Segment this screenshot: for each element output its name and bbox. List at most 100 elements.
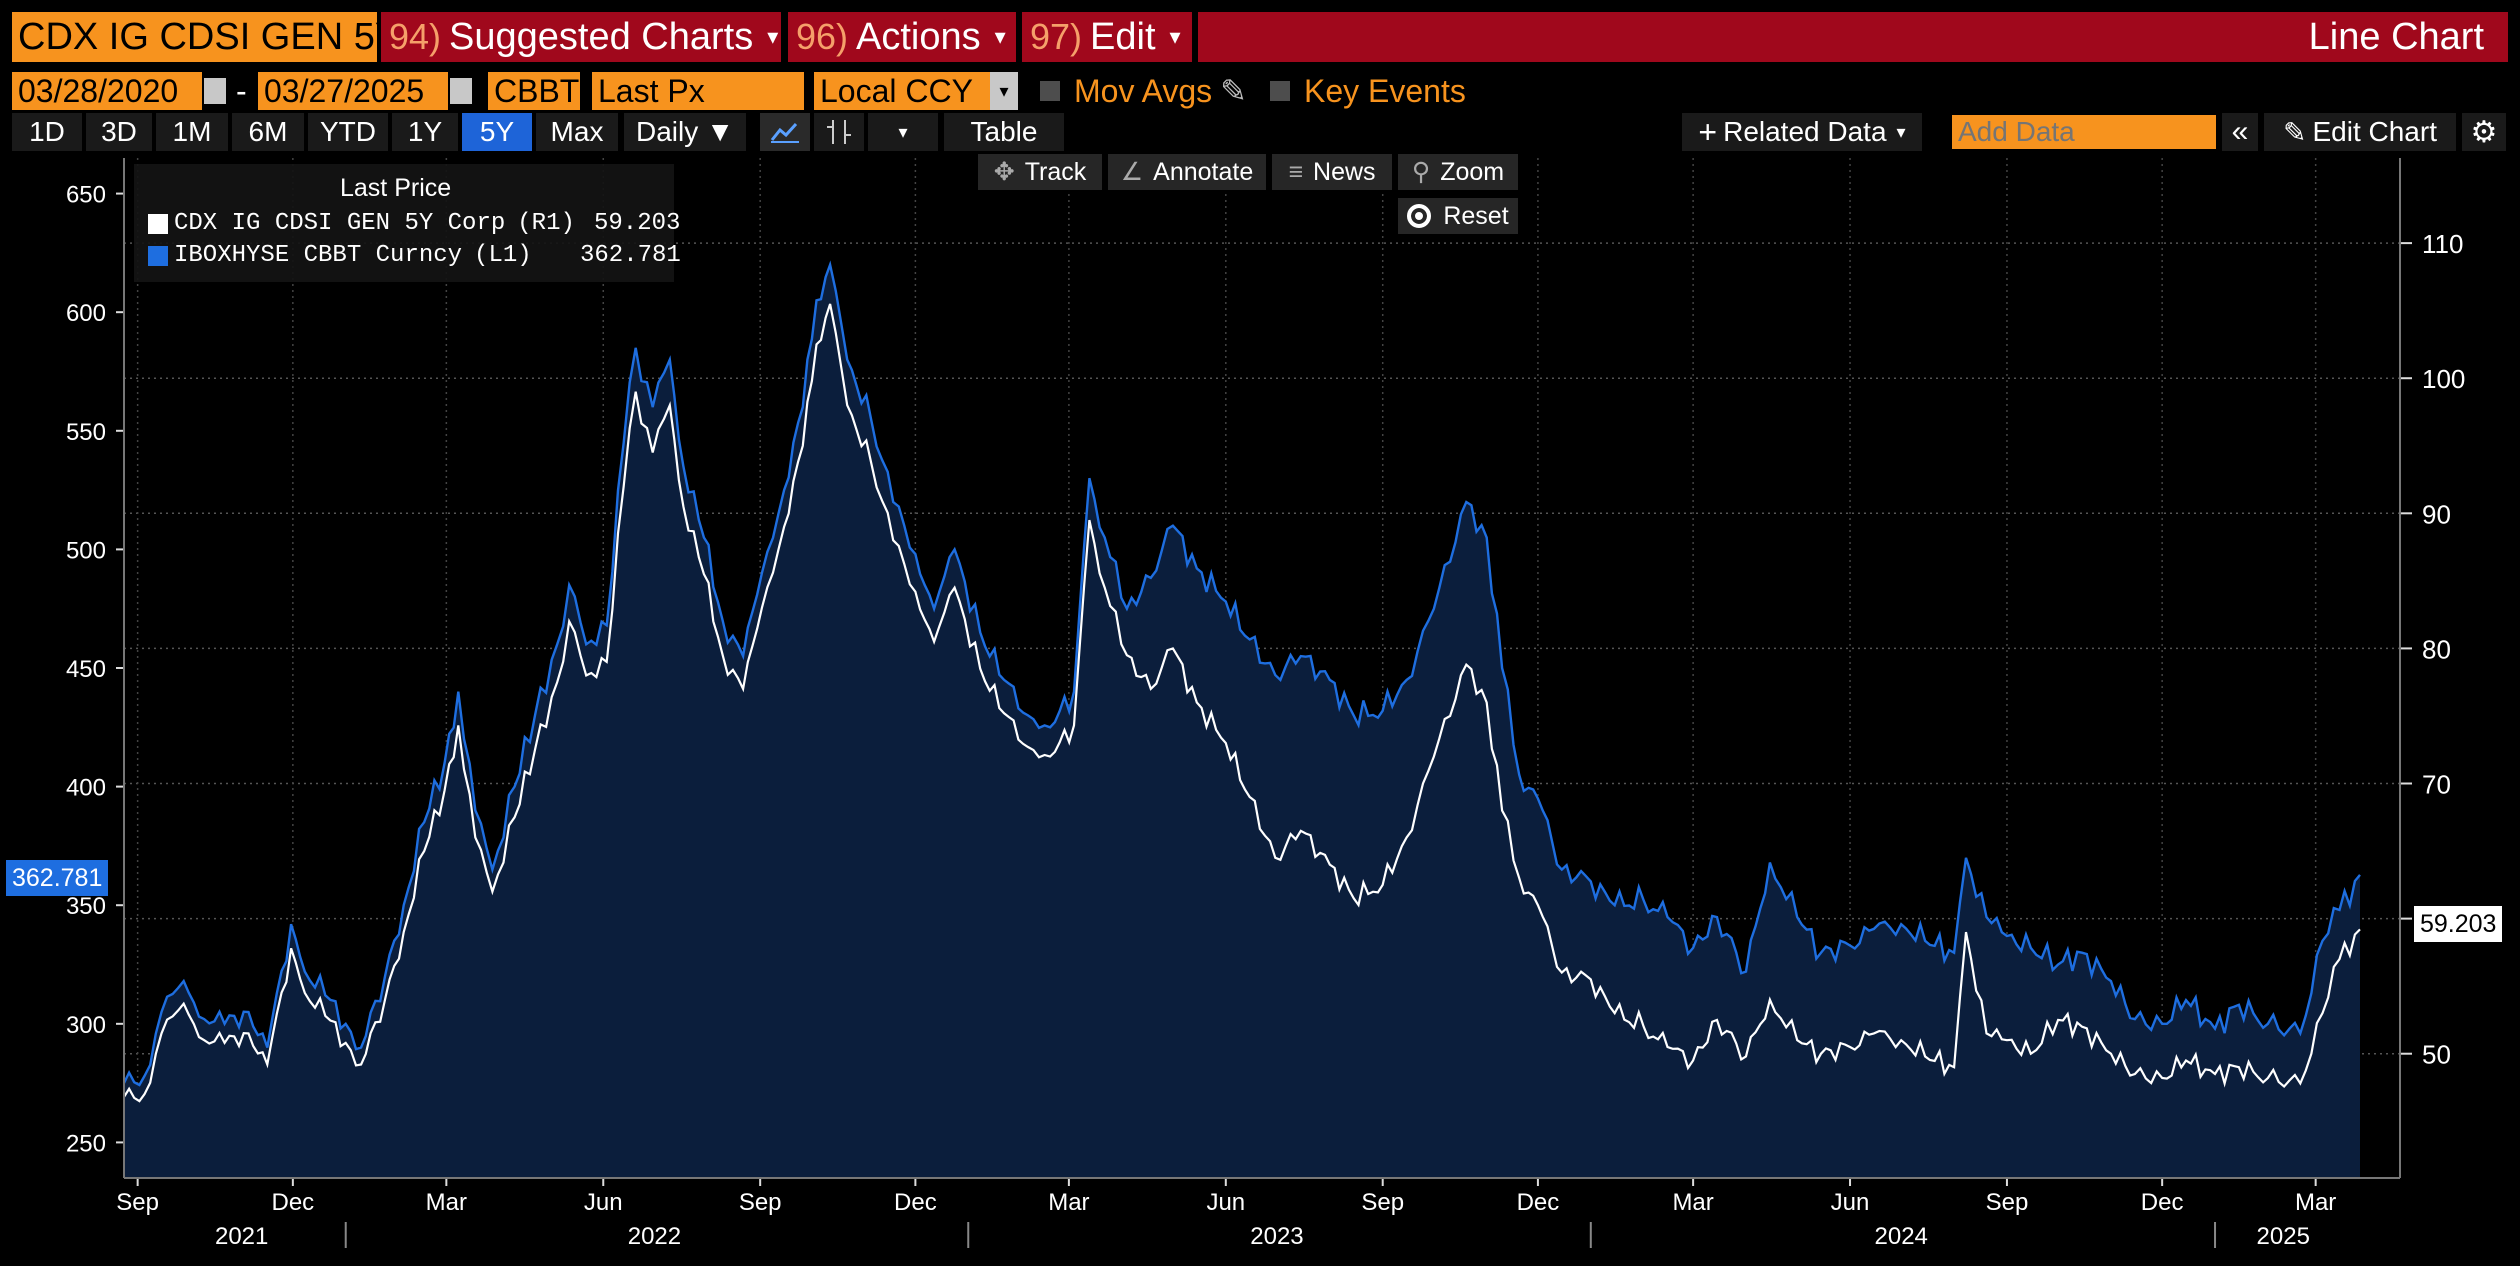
edit-button[interactable]: 97) Edit ▾ xyxy=(1022,12,1192,62)
right-tick-label: 110 xyxy=(2422,229,2463,259)
pencil-icon[interactable]: ✎ xyxy=(1220,73,1247,109)
date-separator: - xyxy=(236,72,247,109)
period-5y-button[interactable]: 5Y xyxy=(462,113,532,151)
right-tick-label: 80 xyxy=(2422,634,2451,664)
x-year-label: 2021 xyxy=(215,1223,268,1250)
x-year-label: 2024 xyxy=(1875,1223,1928,1250)
area-fill xyxy=(124,264,2360,1178)
frequency-label: Daily xyxy=(636,116,699,147)
frequency-select[interactable]: Daily ▼ xyxy=(624,113,746,151)
start-date-input[interactable]: 03/28/2020 xyxy=(12,72,202,110)
x-month-label: Mar xyxy=(426,1189,467,1216)
x-year-label: 2025 xyxy=(2257,1223,2310,1250)
left-tick-label: 400 xyxy=(66,775,106,802)
period-1d-button[interactable]: 1D xyxy=(12,113,82,151)
left-last-value-flag: 362.781 xyxy=(6,860,109,896)
calendar-icon[interactable] xyxy=(204,78,226,104)
annotate-button[interactable]: ∠ Annotate xyxy=(1108,154,1266,190)
chart-type-label: Line Chart xyxy=(1198,12,2508,62)
legend-name: CDX IG CDSI GEN 5Y Corp xyxy=(174,210,506,237)
actions-button[interactable]: 96) Actions ▾ xyxy=(788,12,1016,62)
calendar-icon[interactable] xyxy=(450,78,472,104)
field-input[interactable]: Last Px xyxy=(592,72,804,110)
legend-entry-cdx: CDX IG CDSI GEN 5Y Corp (R1) 59.203 xyxy=(148,210,680,237)
candlestick-icon[interactable] xyxy=(814,113,864,151)
right-tick-label: 50 xyxy=(2422,1040,2451,1070)
legend-value: 362.781 xyxy=(580,242,681,269)
crosshair-icon: ✥ xyxy=(993,158,1015,186)
left-tick-label: 600 xyxy=(66,300,106,327)
currency-select[interactable]: Local CCY xyxy=(814,72,1004,110)
period-3d-button[interactable]: 3D xyxy=(86,113,152,151)
reset-button[interactable]: Reset xyxy=(1398,198,1518,234)
x-month-label: Mar xyxy=(2295,1189,2336,1216)
period-1m-button[interactable]: 1M xyxy=(156,113,228,151)
annotate-label: Annotate xyxy=(1153,157,1254,186)
mov-avgs-toggle[interactable]: Mov Avgs ✎ xyxy=(1040,72,1247,110)
news-icon: ≡ xyxy=(1288,157,1304,186)
series-lines xyxy=(122,260,2361,1103)
news-button[interactable]: ≡ News xyxy=(1272,154,1392,190)
left-tick-label: 450 xyxy=(66,656,106,683)
x-month-label: Dec xyxy=(1517,1189,1560,1216)
left-tick-label: 350 xyxy=(66,893,106,920)
double-chevron-left-icon[interactable]: « xyxy=(2222,113,2258,151)
legend-swatch-blue xyxy=(148,245,168,266)
chart-legend: Last Price CDX IG CDSI GEN 5Y Corp (R1) … xyxy=(134,164,681,282)
related-data-button[interactable]: + Related Data ▾ xyxy=(1682,113,1922,151)
ticker-field[interactable]: CDX IG CDSI GEN 5Y xyxy=(12,12,377,62)
x-month-label: Jun xyxy=(584,1189,623,1216)
legend-title: Last Price xyxy=(340,174,452,202)
left-tick-label: 300 xyxy=(66,1012,106,1039)
x-month-label: Sep xyxy=(1986,1189,2029,1216)
gear-icon[interactable]: ⚙ xyxy=(2462,113,2506,151)
period-6m-button[interactable]: 6M xyxy=(232,113,304,151)
related-data-label: Related Data xyxy=(1723,116,1887,147)
legend-swatch-white xyxy=(148,213,168,234)
x-month-label: Mar xyxy=(1672,1189,1713,1216)
series-line-iboxhyse xyxy=(122,260,2361,1087)
x-month-label: Sep xyxy=(1361,1189,1404,1216)
annotate-icon: ∠ xyxy=(1120,158,1144,186)
chevron-down-icon: ▾ xyxy=(1896,121,1906,142)
checkbox-icon[interactable] xyxy=(1270,81,1290,101)
add-data-input[interactable] xyxy=(1952,115,2216,149)
right-tick-label: 70 xyxy=(2422,770,2451,800)
chevron-down-icon: ▾ xyxy=(767,24,779,49)
suggested-charts-number: 94) xyxy=(389,16,442,57)
period-max-button[interactable]: Max xyxy=(536,113,618,151)
reset-label: Reset xyxy=(1443,201,1509,230)
mov-avgs-label: Mov Avgs xyxy=(1074,72,1213,109)
legend-entry-iboxhyse: IBOXHYSE CBBT Curncy (L1) 362.781 xyxy=(148,242,681,269)
period-ytd-button[interactable]: YTD xyxy=(308,113,388,151)
chevron-down-icon[interactable]: ▾ xyxy=(868,113,938,151)
actions-label: Actions xyxy=(856,15,981,58)
x-month-label: Dec xyxy=(272,1189,315,1216)
area-under-series xyxy=(124,264,2360,1178)
line-chart-icon[interactable] xyxy=(760,113,810,151)
edit-chart-button[interactable]: ✎ Edit Chart xyxy=(2264,113,2456,151)
reset-icon xyxy=(1407,204,1432,228)
right-tick-label: 100 xyxy=(2422,364,2465,394)
zoom-icon: ⚲ xyxy=(1411,158,1431,186)
actions-number: 96) xyxy=(796,16,849,57)
right-last-value-flag: 59.203 xyxy=(2414,906,2503,942)
source-field[interactable]: CBBT xyxy=(488,72,580,110)
suggested-charts-button[interactable]: 94) Suggested Charts ▾ xyxy=(381,12,781,62)
chevron-down-icon: ▾ xyxy=(994,24,1006,49)
end-date-input[interactable]: 03/27/2025 xyxy=(258,72,448,110)
x-month-label: Dec xyxy=(894,1189,937,1216)
chevron-down-icon: ▾ xyxy=(1169,24,1181,49)
table-button[interactable]: Table xyxy=(944,113,1064,151)
axes: 2503003504004505005506006505060708090100… xyxy=(66,158,2465,1250)
plus-icon: + xyxy=(1698,113,1718,150)
key-events-toggle[interactable]: Key Events xyxy=(1270,72,1466,110)
checkbox-icon[interactable] xyxy=(1040,81,1060,101)
left-tick-label: 500 xyxy=(66,537,106,564)
zoom-button[interactable]: ⚲ Zoom xyxy=(1398,154,1518,190)
chevron-down-icon[interactable]: ▾ xyxy=(990,72,1018,110)
period-1y-button[interactable]: 1Y xyxy=(392,113,458,151)
title-bar: CDX IG CDSI GEN 5Y 94) Suggested Charts … xyxy=(0,0,2520,64)
track-button[interactable]: ✥ Track xyxy=(978,154,1102,190)
